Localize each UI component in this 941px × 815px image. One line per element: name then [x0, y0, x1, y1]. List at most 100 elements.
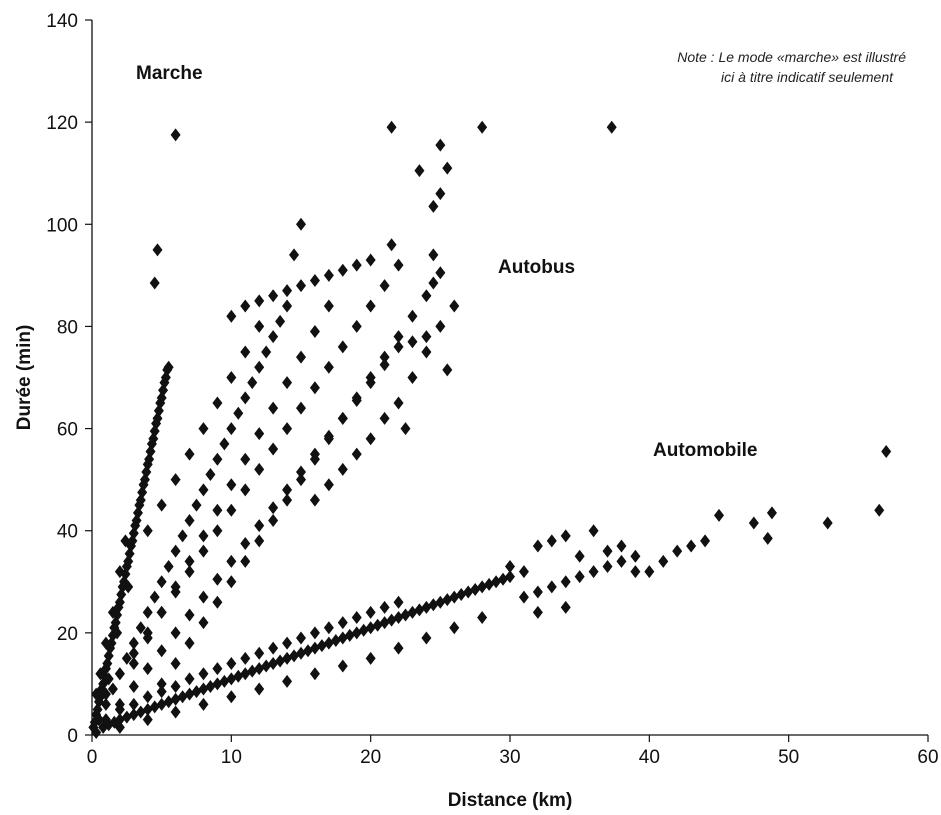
data-point	[142, 631, 153, 645]
data-point	[435, 187, 446, 201]
data-point	[421, 345, 432, 359]
data-point	[268, 501, 279, 515]
data-point	[268, 442, 279, 456]
data-point	[184, 565, 195, 579]
data-point	[686, 539, 697, 553]
data-point	[282, 674, 293, 688]
data-point	[142, 690, 153, 704]
data-point	[616, 539, 627, 553]
data-point	[616, 554, 627, 568]
data-point	[484, 577, 495, 591]
data-point	[393, 595, 404, 609]
data-point	[400, 422, 411, 436]
data-point	[100, 697, 111, 711]
y-tick-label: 60	[57, 420, 78, 441]
data-point	[309, 325, 320, 339]
ticks: 0 10 20 30 40 50 60 0 20 40 60 80 100 120 140	[46, 11, 938, 768]
data-point	[91, 725, 102, 739]
data-point	[282, 284, 293, 298]
data-point	[365, 299, 376, 313]
data-point	[184, 636, 195, 650]
data-point	[198, 616, 209, 630]
data-point	[700, 534, 711, 548]
data-point	[128, 679, 139, 693]
data-point	[330, 634, 341, 648]
data-point	[351, 319, 362, 333]
data-point	[379, 279, 390, 293]
data-point	[121, 710, 132, 724]
data-point	[142, 713, 153, 727]
data-point	[170, 128, 181, 142]
data-point	[588, 565, 599, 579]
data-point	[212, 572, 223, 586]
data-point	[254, 462, 265, 476]
data-point	[282, 636, 293, 650]
data-point	[198, 667, 209, 681]
data-point	[149, 276, 160, 290]
data-point	[365, 432, 376, 446]
y-tick-label: 40	[57, 522, 78, 543]
data-point	[393, 258, 404, 272]
data-point	[498, 572, 509, 586]
data-point	[546, 580, 557, 594]
x-tick-label: 60	[917, 747, 938, 768]
data-point	[435, 595, 446, 609]
x-tick-label: 30	[499, 747, 520, 768]
data-point	[170, 692, 181, 706]
data-point	[128, 657, 139, 670]
data-point	[95, 667, 106, 681]
data-point	[191, 498, 202, 512]
data-point	[296, 631, 306, 645]
data-point	[240, 536, 251, 550]
data-point	[344, 628, 355, 642]
data-point	[142, 524, 153, 538]
data-point	[212, 595, 223, 609]
data-point	[323, 268, 334, 282]
data-point	[240, 391, 251, 405]
data-point	[184, 672, 195, 686]
data-point	[240, 651, 251, 665]
data-point	[156, 605, 167, 619]
data-point	[421, 289, 432, 303]
data-point	[254, 427, 265, 441]
data-point	[212, 396, 223, 410]
data-point	[254, 519, 265, 533]
data-point	[289, 649, 300, 663]
data-point	[365, 651, 376, 665]
data-point	[156, 575, 167, 589]
data-point	[107, 605, 118, 619]
data-point	[602, 559, 613, 573]
data-point	[114, 720, 125, 734]
data-point	[477, 120, 488, 134]
data-point	[100, 713, 111, 727]
data-point	[240, 483, 251, 497]
data-point	[156, 644, 167, 658]
data-point	[337, 631, 348, 645]
data-point	[233, 406, 244, 420]
data-point	[428, 248, 439, 262]
data-point	[414, 164, 425, 178]
data-point	[407, 309, 418, 323]
data-point	[748, 516, 759, 530]
data-point	[351, 258, 362, 272]
data-point	[442, 363, 453, 377]
data-point	[393, 611, 404, 625]
series-autobus	[93, 120, 617, 727]
data-point	[240, 452, 251, 466]
data-point	[351, 626, 362, 640]
data-point	[393, 641, 404, 655]
data-point	[532, 539, 543, 553]
data-point	[114, 565, 125, 579]
data-point	[309, 452, 320, 466]
data-point	[421, 600, 432, 614]
data-point	[282, 483, 293, 497]
data-point	[296, 217, 306, 231]
data-point	[254, 534, 265, 548]
data-point	[205, 679, 216, 693]
x-tick-label: 50	[778, 747, 799, 768]
data-point	[198, 483, 209, 497]
data-point	[198, 529, 209, 543]
data-point	[112, 626, 123, 640]
